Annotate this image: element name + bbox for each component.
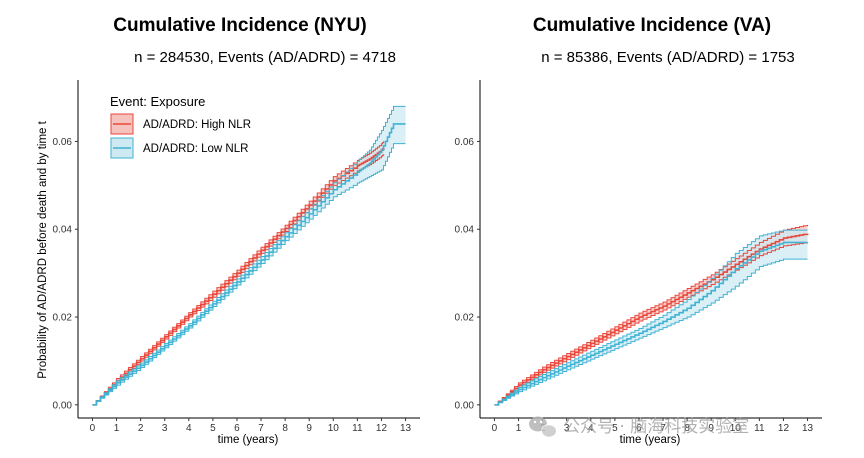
x-tick-label: 5 — [612, 423, 618, 434]
ci-lower-low-nlr — [92, 143, 406, 406]
ci-upper-high-nlr — [494, 224, 809, 406]
chart-panel-va: Cumulative Incidence (VA) n = 85386, Eve… — [455, 15, 822, 446]
watermark: 公众号 · 脑海科技实验室 — [529, 416, 749, 438]
x-tick-label: 4 — [588, 423, 594, 434]
series-line-low-nlr — [494, 241, 808, 406]
x-tick-label: 10 — [328, 423, 340, 434]
x-tick-label: 5 — [210, 423, 216, 434]
series-line-high-nlr — [494, 233, 809, 406]
legend-label-high-nlr: AD/ADRD: High NLR — [143, 119, 251, 131]
x-tick-label: 11 — [352, 423, 363, 434]
chart-subtitle: n = 284530, Events (AD/ADRD) = 4718 — [134, 49, 396, 66]
wechat-icon — [529, 416, 557, 438]
x-tick-label: 0 — [492, 423, 498, 434]
x-tick-label: 6 — [234, 423, 240, 434]
chart-title: Cumulative Incidence (NYU) — [113, 15, 366, 36]
x-tick-label: 13 — [802, 423, 814, 434]
watermark-text: 公众号 · 脑海科技实验室 — [563, 417, 749, 437]
x-tick-label: 6 — [636, 423, 642, 434]
legend: Event: Exposure AD/ADRD: High NLR AD/ADR… — [110, 94, 251, 159]
y-tick-label: 0.04 — [53, 225, 73, 236]
x-tick-label: 7 — [660, 423, 666, 434]
x-tick-label: 13 — [400, 423, 412, 434]
x-tick-label: 12 — [778, 423, 790, 434]
series-lines — [92, 105, 406, 406]
x-axis-label: time (years) — [218, 434, 279, 446]
y-axis-label: Probability of AD/ADRD before death and … — [37, 120, 49, 378]
series-lines — [494, 224, 809, 406]
legend-label-low-nlr: AD/ADRD: Low NLR — [143, 143, 248, 155]
y-tick-label: 0.06 — [455, 137, 475, 148]
x-tick-label: 8 — [282, 423, 288, 434]
x-tick-label: 1 — [114, 423, 120, 434]
x-tick-label: 0 — [90, 423, 96, 434]
y-tick-label: 0.00 — [455, 400, 475, 411]
series-line-high-nlr — [92, 147, 385, 406]
x-tick-label: 1 — [516, 423, 522, 434]
x-tick-label: 12 — [376, 423, 388, 434]
x-tick-label: 4 — [186, 423, 192, 434]
axes — [75, 80, 420, 421]
chart-panel-nyu: Cumulative Incidence (NYU) n = 284530, E… — [37, 15, 420, 446]
x-tick-label: 3 — [162, 423, 168, 434]
chart-subtitle: n = 85386, Events (AD/ADRD) = 1753 — [541, 49, 794, 66]
legend-key-low-nlr — [110, 137, 134, 159]
y-tick-label: 0.04 — [455, 225, 475, 236]
x-tick-label: 2 — [138, 423, 144, 434]
y-tick-label: 0.00 — [53, 400, 73, 411]
y-tick-label: 0.02 — [455, 313, 475, 324]
x-tick-label: 9 — [306, 423, 312, 434]
chart-title: Cumulative Incidence (VA) — [533, 15, 771, 36]
ci-upper-low-nlr — [494, 229, 808, 406]
x-tick-label: 9 — [708, 423, 714, 434]
x-tick-label: 8 — [684, 423, 690, 434]
x-tick-label: 7 — [258, 423, 264, 434]
y-tick-label: 0.02 — [53, 313, 73, 324]
ci-lower-low-nlr — [494, 258, 808, 406]
series-line-low-nlr — [92, 123, 406, 406]
x-tick-label: 3 — [564, 423, 570, 434]
y-tick-label: 0.06 — [53, 137, 73, 148]
x-axis-label: time (years) — [620, 434, 681, 446]
legend-key-high-nlr — [110, 113, 134, 135]
legend-title: Event: Exposure — [110, 94, 205, 109]
x-tick-label: 10 — [730, 423, 742, 434]
x-tick-label: 11 — [754, 423, 765, 434]
